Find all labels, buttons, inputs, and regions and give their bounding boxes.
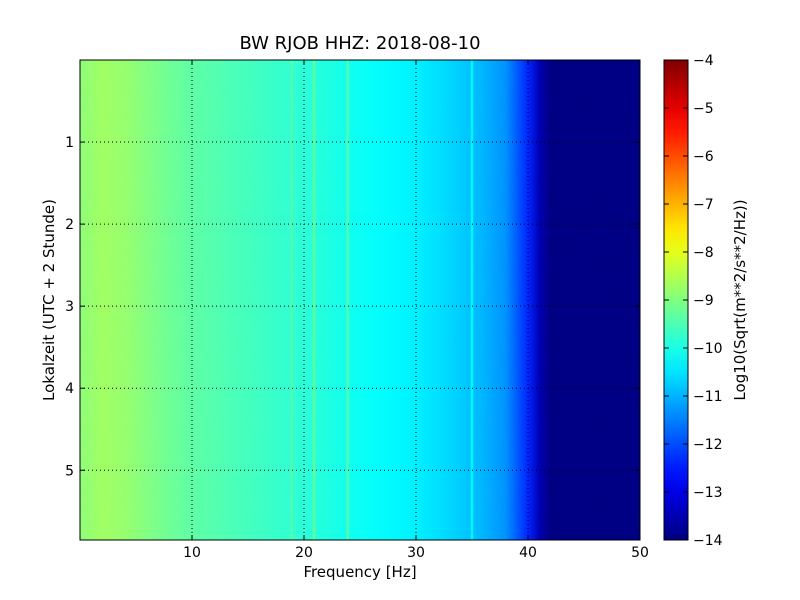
colorbar-tick-label: −13 — [693, 485, 723, 501]
x-tick-label: 40 — [519, 545, 537, 561]
x-tick-label: 20 — [295, 545, 313, 561]
y-tick-label: 5 — [65, 463, 74, 479]
colorbar-tick-label: −12 — [693, 437, 723, 453]
plot-frame — [79, 59, 641, 541]
chart-title: BW RJOB HHZ: 2018-08-10 — [239, 33, 480, 54]
y-tick-label: 1 — [65, 135, 74, 151]
colorbar-tick-label: −7 — [693, 197, 714, 213]
spectral-lines — [290, 60, 474, 540]
x-tick-label: 50 — [631, 545, 649, 561]
colorbar-tick-label: −4 — [693, 53, 714, 69]
x-axis-ticks: 10 20 30 40 50 — [183, 60, 649, 561]
y-axis-label: Lokalzeit (UTC + 2 Stunde) — [40, 199, 58, 401]
colorbar-tick-label: −10 — [693, 341, 723, 357]
x-tick-label: 30 — [407, 545, 425, 561]
colorbar-tick-label: −11 — [693, 389, 723, 405]
colorbar: −4 −5 −6 −7 −8 −9 −10 −11 −12 −13 −14 Log10(Sqrt(m… — [663, 53, 749, 549]
y-tick-label: 3 — [65, 299, 74, 315]
colorbar-label: Log10(Sqrt(m**2/s**2/Hz)) — [731, 199, 749, 400]
y-tick-label: 4 — [65, 381, 74, 397]
colorbar-tick-label: −6 — [693, 149, 714, 165]
colorbar-tick-label: −9 — [693, 293, 714, 309]
plot-area — [80, 60, 640, 540]
grid-lines — [80, 60, 640, 540]
x-axis-label: Frequency [Hz] — [303, 563, 416, 581]
y-tick-label: 2 — [65, 217, 74, 233]
colorbar-tick-label: −8 — [693, 245, 714, 261]
x-tick-label: 10 — [183, 545, 201, 561]
colorbar-ticks: −4 −5 −6 −7 −8 −9 −10 −11 −12 −13 −14 — [664, 53, 723, 549]
spectrogram-texture — [80, 60, 640, 540]
colorbar-tick-label: −14 — [693, 533, 723, 549]
y-axis-ticks: 1 2 3 4 5 — [65, 135, 640, 479]
colorbar-tick-label: −5 — [693, 101, 714, 117]
